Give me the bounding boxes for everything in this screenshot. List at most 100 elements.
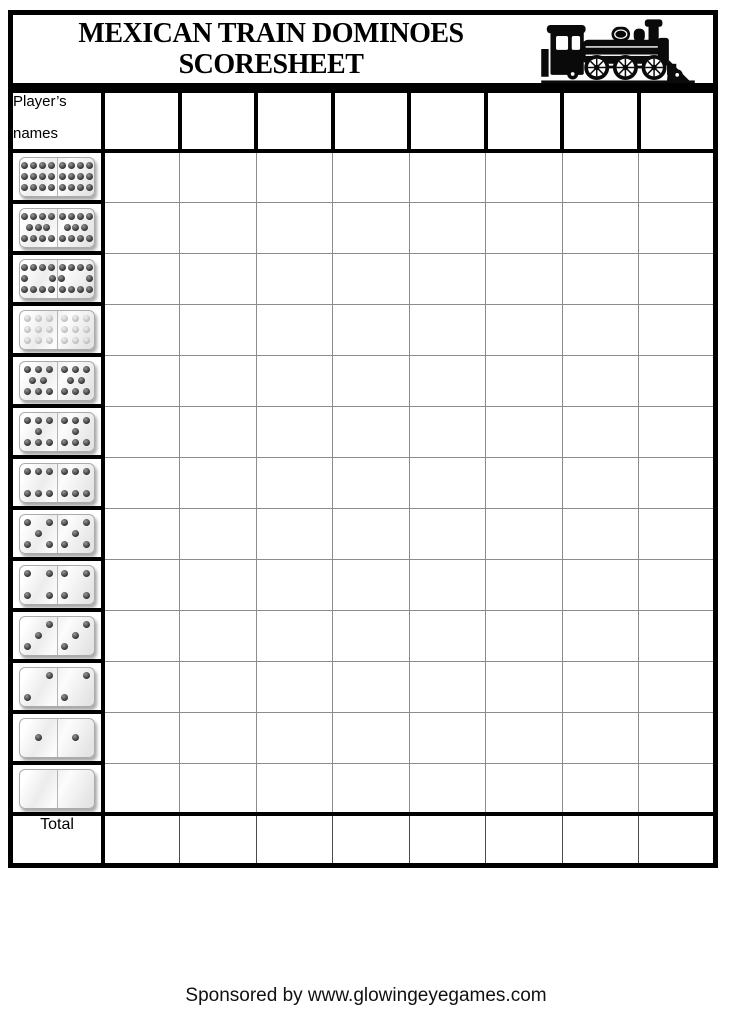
score-cell-4-4-p7[interactable] — [561, 558, 640, 611]
score-cell-9-9-p8[interactable] — [638, 303, 716, 356]
score-cell-3-3-p1[interactable] — [102, 609, 181, 662]
score-cell-9-9-p4[interactable] — [332, 303, 410, 356]
score-cell-3-3-p8[interactable] — [638, 609, 716, 662]
total-cell-p6[interactable] — [485, 812, 563, 868]
score-cell-3-3-p2[interactable] — [179, 609, 257, 662]
score-cell-0-0-p2[interactable] — [179, 762, 257, 815]
score-cell-5-5-p6[interactable] — [485, 507, 563, 560]
score-cell-1-1-p8[interactable] — [638, 711, 716, 764]
score-cell-12-12-p5[interactable] — [408, 150, 487, 203]
score-cell-3-3-p3[interactable] — [255, 609, 334, 662]
score-cell-2-2-p6[interactable] — [485, 660, 563, 713]
score-cell-8-8-p4[interactable] — [332, 354, 410, 407]
score-cell-0-0-p6[interactable] — [485, 762, 563, 815]
score-cell-2-2-p7[interactable] — [561, 660, 640, 713]
score-cell-5-5-p7[interactable] — [561, 507, 640, 560]
score-cell-7-7-p7[interactable] — [561, 405, 640, 458]
total-cell-p3[interactable] — [255, 812, 334, 868]
score-cell-7-7-p2[interactable] — [179, 405, 257, 458]
score-cell-12-12-p8[interactable] — [638, 150, 716, 203]
score-cell-8-8-p6[interactable] — [485, 354, 563, 407]
score-cell-6-6-p6[interactable] — [485, 456, 563, 509]
score-cell-1-1-p3[interactable] — [255, 711, 334, 764]
score-cell-12-12-p4[interactable] — [332, 150, 410, 203]
score-cell-9-9-p3[interactable] — [255, 303, 334, 356]
score-cell-11-11-p4[interactable] — [332, 201, 410, 254]
score-cell-3-3-p6[interactable] — [485, 609, 563, 662]
score-cell-0-0-p3[interactable] — [255, 762, 334, 815]
score-cell-5-5-p3[interactable] — [255, 507, 334, 560]
score-cell-0-0-p5[interactable] — [408, 762, 487, 815]
total-cell-p7[interactable] — [561, 812, 640, 868]
score-cell-8-8-p5[interactable] — [408, 354, 487, 407]
score-cell-7-7-p3[interactable] — [255, 405, 334, 458]
score-cell-6-6-p4[interactable] — [332, 456, 410, 509]
score-cell-10-10-p8[interactable] — [638, 252, 716, 305]
score-cell-11-11-p7[interactable] — [561, 201, 640, 254]
score-cell-7-7-p5[interactable] — [408, 405, 487, 458]
player-name-cell-5[interactable] — [407, 88, 488, 153]
score-cell-10-10-p5[interactable] — [408, 252, 487, 305]
score-cell-6-6-p3[interactable] — [255, 456, 334, 509]
score-cell-0-0-p4[interactable] — [332, 762, 410, 815]
score-cell-2-2-p4[interactable] — [332, 660, 410, 713]
player-name-cell-2[interactable] — [177, 88, 259, 153]
score-cell-4-4-p8[interactable] — [638, 558, 716, 611]
score-cell-5-5-p8[interactable] — [638, 507, 716, 560]
score-cell-8-8-p7[interactable] — [561, 354, 640, 407]
total-cell-p4[interactable] — [332, 812, 410, 868]
score-cell-4-4-p1[interactable] — [102, 558, 181, 611]
score-cell-12-12-p3[interactable] — [255, 150, 334, 203]
score-cell-6-6-p2[interactable] — [179, 456, 257, 509]
score-cell-12-12-p1[interactable] — [102, 150, 181, 203]
player-name-cell-3[interactable] — [254, 88, 335, 153]
score-cell-10-10-p7[interactable] — [561, 252, 640, 305]
score-cell-8-8-p3[interactable] — [255, 354, 334, 407]
score-cell-2-2-p8[interactable] — [638, 660, 716, 713]
score-cell-6-6-p8[interactable] — [638, 456, 716, 509]
score-cell-11-11-p5[interactable] — [408, 201, 487, 254]
score-cell-1-1-p6[interactable] — [485, 711, 563, 764]
score-cell-9-9-p5[interactable] — [408, 303, 487, 356]
score-cell-9-9-p1[interactable] — [102, 303, 181, 356]
score-cell-2-2-p3[interactable] — [255, 660, 334, 713]
score-cell-0-0-p8[interactable] — [638, 762, 716, 815]
score-cell-9-9-p6[interactable] — [485, 303, 563, 356]
score-cell-9-9-p7[interactable] — [561, 303, 640, 356]
score-cell-6-6-p1[interactable] — [102, 456, 181, 509]
score-cell-0-0-p1[interactable] — [102, 762, 181, 815]
score-cell-7-7-p1[interactable] — [102, 405, 181, 458]
score-cell-6-6-p7[interactable] — [561, 456, 640, 509]
score-cell-5-5-p1[interactable] — [102, 507, 181, 560]
score-cell-8-8-p1[interactable] — [102, 354, 181, 407]
total-cell-p1[interactable] — [102, 812, 181, 868]
score-cell-1-1-p5[interactable] — [408, 711, 487, 764]
player-name-cell-6[interactable] — [483, 88, 565, 153]
score-cell-8-8-p8[interactable] — [638, 354, 716, 407]
score-cell-10-10-p6[interactable] — [485, 252, 563, 305]
score-cell-7-7-p8[interactable] — [638, 405, 716, 458]
score-cell-5-5-p5[interactable] — [408, 507, 487, 560]
score-cell-1-1-p2[interactable] — [179, 711, 257, 764]
score-cell-11-11-p3[interactable] — [255, 201, 334, 254]
score-cell-10-10-p3[interactable] — [255, 252, 334, 305]
score-cell-11-11-p6[interactable] — [485, 201, 563, 254]
total-cell-p8[interactable] — [638, 812, 716, 868]
score-cell-6-6-p5[interactable] — [408, 456, 487, 509]
score-cell-2-2-p5[interactable] — [408, 660, 487, 713]
score-cell-12-12-p2[interactable] — [179, 150, 257, 203]
score-cell-12-12-p7[interactable] — [561, 150, 640, 203]
score-cell-5-5-p2[interactable] — [179, 507, 257, 560]
score-cell-4-4-p4[interactable] — [332, 558, 410, 611]
score-cell-12-12-p6[interactable] — [485, 150, 563, 203]
player-name-cell-7[interactable] — [560, 88, 641, 153]
score-cell-11-11-p1[interactable] — [102, 201, 181, 254]
score-cell-10-10-p4[interactable] — [332, 252, 410, 305]
score-cell-2-2-p1[interactable] — [102, 660, 181, 713]
score-cell-0-0-p7[interactable] — [561, 762, 640, 815]
score-cell-1-1-p7[interactable] — [561, 711, 640, 764]
total-cell-p5[interactable] — [408, 812, 487, 868]
total-cell-p2[interactable] — [179, 812, 257, 868]
player-name-cell-4[interactable] — [330, 88, 412, 153]
score-cell-10-10-p2[interactable] — [179, 252, 257, 305]
